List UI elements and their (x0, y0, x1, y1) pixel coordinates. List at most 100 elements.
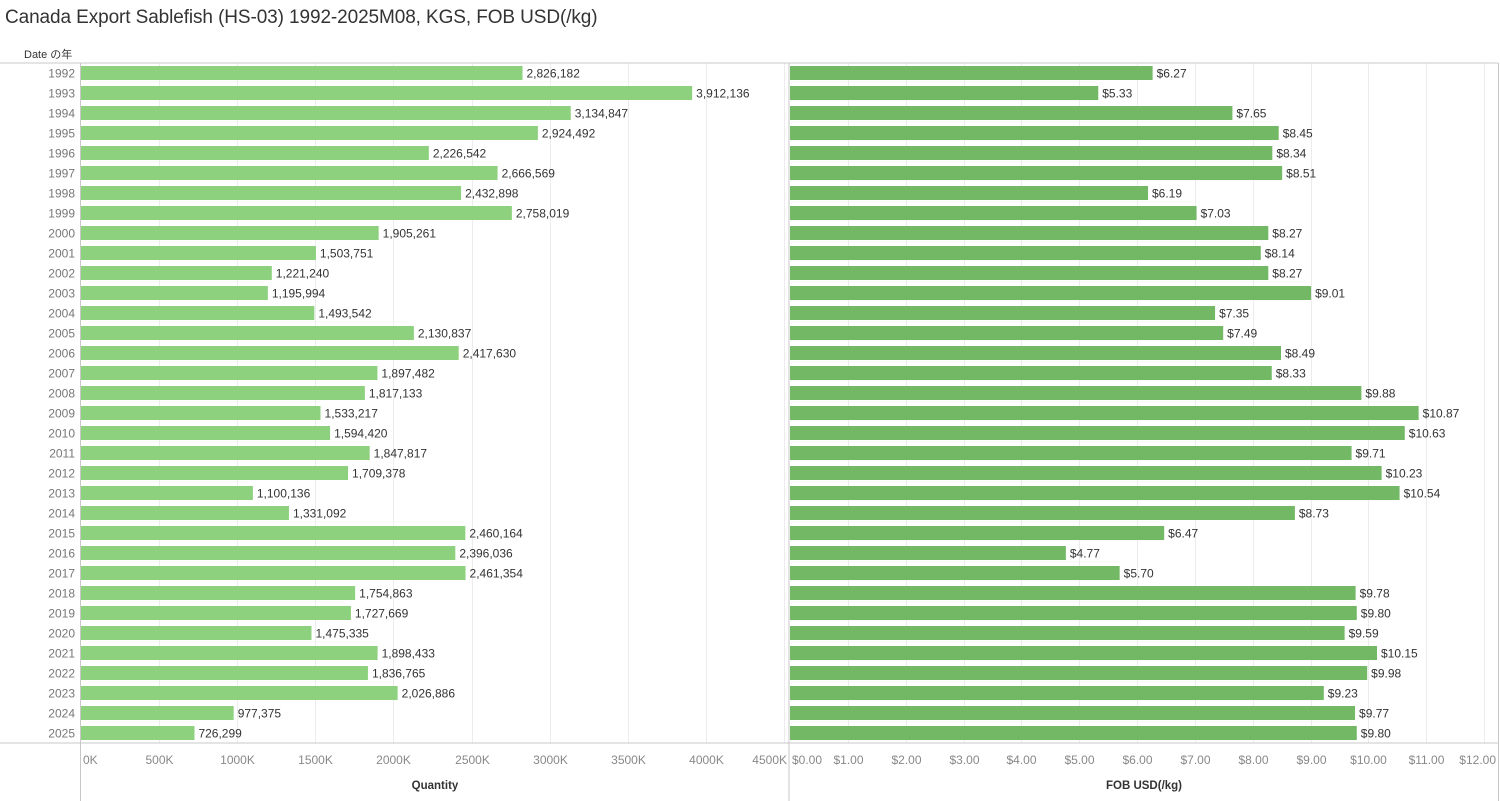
quantity-data-label: 2,226,542 (433, 147, 487, 161)
quantity-data-label: 2,417,630 (463, 347, 517, 361)
y-tick-label: 2017 (48, 567, 75, 581)
y-tick-label: 2016 (48, 547, 75, 561)
price-x-tick-label: $4.00 (1006, 753, 1036, 767)
price-bar (790, 566, 1120, 580)
price-data-label: $9.98 (1371, 667, 1401, 681)
quantity-data-label: 1,503,751 (320, 247, 374, 261)
quantity-data-label: 1,754,863 (359, 587, 413, 601)
price-bar (790, 406, 1419, 420)
quantity-bar (81, 286, 268, 300)
quantity-data-label: 2,432,898 (465, 187, 519, 201)
quantity-bar (81, 246, 316, 260)
quantity-data-label: 1,594,420 (334, 427, 388, 441)
price-data-label: $8.51 (1286, 167, 1316, 181)
price-data-label: $6.47 (1168, 527, 1198, 541)
y-tick-label: 1997 (48, 167, 75, 181)
price-data-label: $8.27 (1272, 267, 1302, 281)
price-bar (790, 286, 1312, 300)
y-tick-label: 2014 (48, 507, 75, 521)
price-bar (790, 146, 1273, 160)
quantity-data-label: 1,905,261 (383, 227, 437, 241)
y-tick-label: 1999 (48, 207, 75, 221)
bars (81, 66, 1419, 740)
price-data-label: $9.59 (1349, 627, 1379, 641)
quantity-data-label: 2,758,019 (516, 207, 570, 221)
price-data-label: $9.88 (1365, 387, 1395, 401)
price-x-tick-label: $2.00 (891, 753, 921, 767)
y-tick-label: 1998 (48, 187, 75, 201)
quantity-data-label: 1,897,482 (381, 367, 435, 381)
quantity-x-tick-label: 0K (83, 753, 98, 767)
quantity-bar (81, 226, 379, 240)
quantity-axis-title: Quantity (412, 780, 459, 792)
quantity-data-label: 3,912,136 (696, 87, 750, 101)
price-data-label: $7.65 (1236, 107, 1266, 121)
quantity-bar (81, 186, 462, 200)
y-tick-label: 2012 (48, 467, 75, 481)
price-bar (790, 526, 1165, 540)
price-data-label: $8.33 (1276, 367, 1306, 381)
price-bar (790, 686, 1324, 700)
price-x-tick-label: $0.00 (792, 753, 822, 767)
price-bar (790, 466, 1382, 480)
quantity-bar (81, 686, 398, 700)
price-bar (790, 326, 1224, 340)
y-tick-label: 2008 (48, 387, 75, 401)
quantity-data-label: 1,533,217 (325, 407, 379, 421)
price-data-label: $9.80 (1361, 727, 1391, 741)
quantity-bar (81, 466, 349, 480)
price-data-label: $9.71 (1356, 447, 1386, 461)
quantity-bar (81, 66, 523, 80)
quantity-bar (81, 206, 512, 220)
price-bar (790, 726, 1357, 740)
price-data-label: $6.27 (1157, 67, 1187, 81)
price-bar (790, 166, 1283, 180)
y-tick-label: 2011 (49, 447, 75, 461)
quantity-bar (81, 726, 195, 740)
price-bar (790, 246, 1261, 260)
price-bar (790, 266, 1269, 280)
price-data-label: $8.34 (1276, 147, 1306, 161)
price-data-label: $7.35 (1219, 307, 1249, 321)
y-tick-label: 2010 (48, 427, 75, 441)
quantity-data-label: 1,331,092 (293, 507, 347, 521)
price-bar (790, 86, 1099, 100)
price-x-tick-label: $11.00 (1409, 753, 1445, 767)
quantity-data-label: 1,847,817 (374, 447, 428, 461)
price-data-label: $8.73 (1299, 507, 1329, 521)
price-x-tick-label: $10.00 (1350, 753, 1387, 767)
price-bar (790, 106, 1233, 120)
quantity-bar (81, 586, 356, 600)
price-bar (790, 66, 1153, 80)
price-bar (790, 706, 1356, 720)
quantity-data-label: 1,727,669 (355, 607, 409, 621)
price-bar (790, 586, 1356, 600)
quantity-data-label: 1,817,133 (369, 387, 423, 401)
price-bar (790, 126, 1279, 140)
quantity-data-label: 1,195,994 (272, 287, 326, 301)
y-tick-label: 2004 (48, 307, 75, 321)
quantity-bar (81, 486, 253, 500)
price-x-tick-label: $6.00 (1122, 753, 1152, 767)
quantity-x-tick-label: 1000K (220, 753, 255, 767)
y-tick-label: 2001 (48, 247, 75, 261)
price-data-label: $10.23 (1386, 467, 1423, 481)
quantity-bar (81, 106, 571, 120)
y-tick-label: 1992 (48, 67, 75, 81)
price-x-tick-label: $8.00 (1238, 753, 1268, 767)
quantity-bar (81, 266, 272, 280)
y-tick-label: 1996 (48, 147, 75, 161)
quantity-x-tick-label: 2000K (376, 753, 411, 767)
price-data-label: $10.63 (1409, 427, 1446, 441)
price-bar (790, 446, 1352, 460)
quantity-bar (81, 386, 365, 400)
quantity-data-label: 2,666,569 (502, 167, 556, 181)
price-data-label: $8.27 (1272, 227, 1302, 241)
price-bar (790, 206, 1197, 220)
price-data-label: $9.01 (1315, 287, 1345, 301)
quantity-bar (81, 86, 693, 100)
quantity-data-label: 726,299 (198, 727, 242, 741)
price-x-tick-label: $3.00 (949, 753, 979, 767)
price-data-label: $5.70 (1124, 567, 1154, 581)
